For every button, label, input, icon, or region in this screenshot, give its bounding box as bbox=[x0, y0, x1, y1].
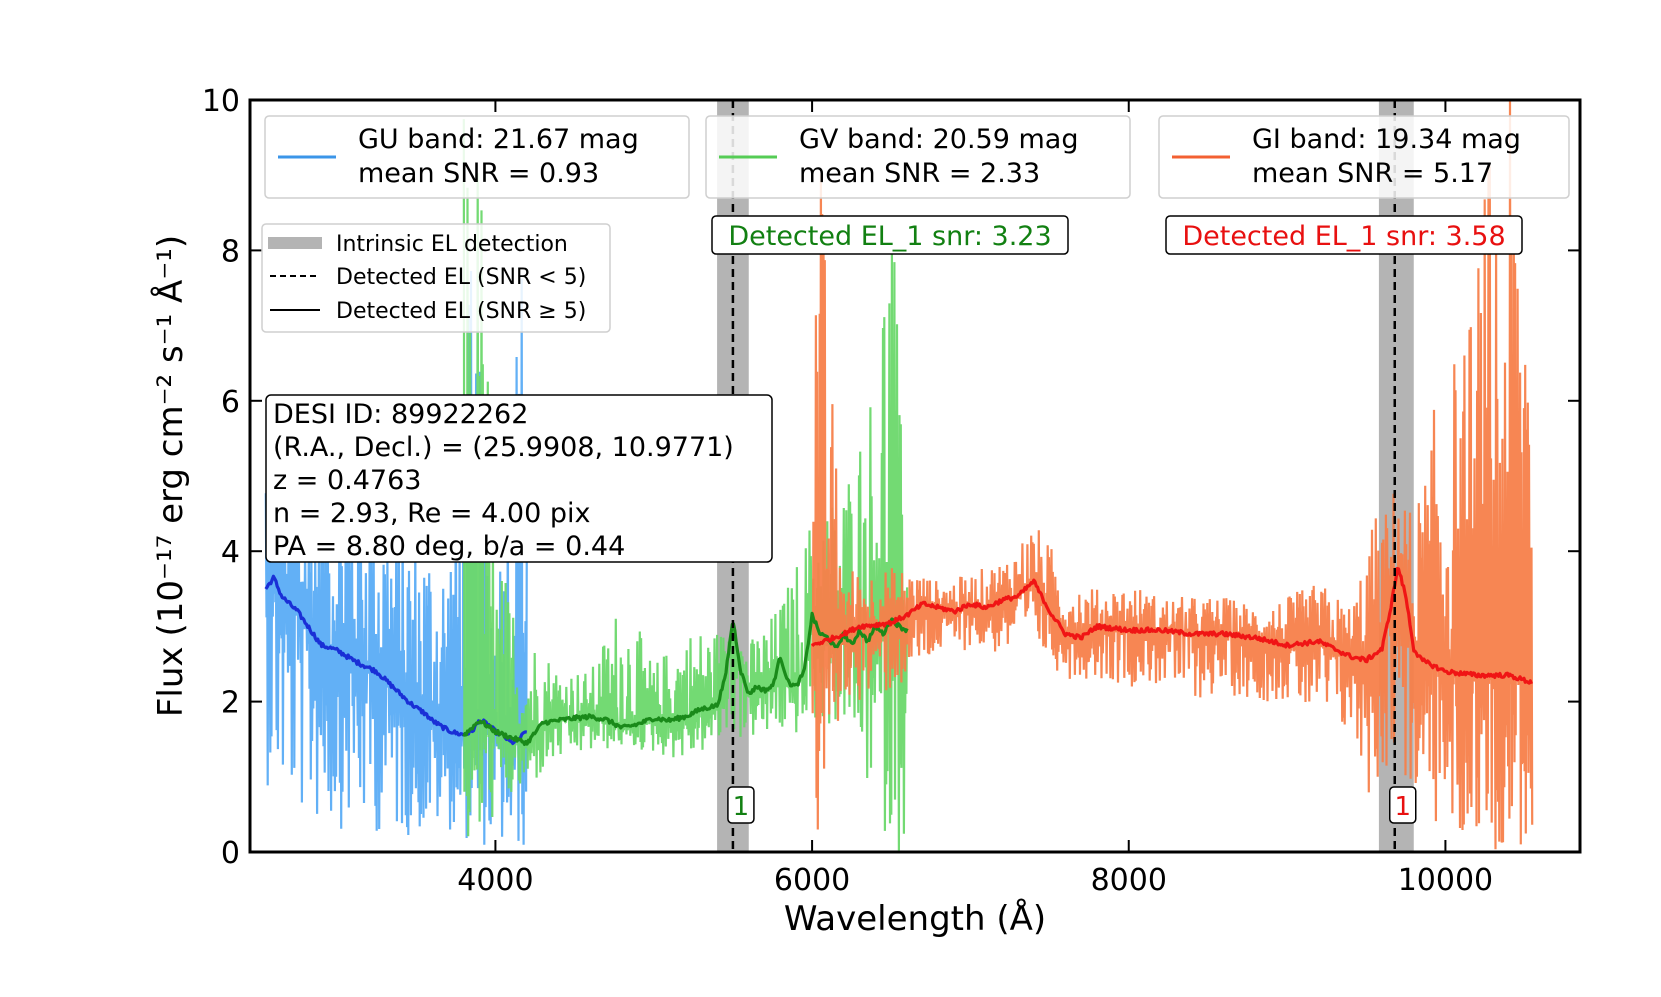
gv-legend: GV band: 20.59 mag mean SNR = 2.33 bbox=[705, 115, 1131, 199]
info-desi-id: DESI ID: 89922262 bbox=[273, 399, 528, 430]
raw-spectrum-gi bbox=[811, 100, 1534, 850]
info-sersic: n = 2.93, Re = 4.00 pix bbox=[273, 498, 590, 529]
x-axis-label: Wavelength (Å) bbox=[784, 898, 1046, 939]
y-tick-label: 10 bbox=[202, 84, 240, 119]
gu-legend: GU band: 21.67 mag mean SNR = 0.93 bbox=[264, 115, 690, 199]
el-legend-dashed-label: Detected EL (SNR < 5) bbox=[336, 265, 586, 290]
gv-detection-label: Detected EL_1 snr: 3.23 bbox=[711, 215, 1069, 255]
y-axis-label: Flux (10⁻¹⁷ erg cm⁻² s⁻¹ Å⁻¹) bbox=[150, 235, 191, 717]
gi-detection-label: Detected EL_1 snr: 3.58 bbox=[1165, 215, 1523, 255]
x-tick-label: 8000 bbox=[1091, 863, 1167, 898]
info-shape: PA = 8.80 deg, b/a = 0.44 bbox=[273, 531, 625, 562]
gi-legend-band: GI band: 19.34 mag bbox=[1252, 124, 1521, 155]
y-tick-label: 2 bbox=[221, 686, 240, 721]
y-tick-label: 6 bbox=[221, 385, 240, 420]
info-coordinates: (R.A., Decl.) = (25.9908, 10.9771) bbox=[273, 432, 734, 463]
smoothed-spectrum-gi bbox=[810, 567, 1533, 685]
smoothed-spectra bbox=[264, 567, 1533, 746]
detection-marker-box-gv bbox=[727, 786, 755, 824]
x-tick-label: 4000 bbox=[457, 863, 533, 898]
detected-el-lines bbox=[731, 100, 1396, 852]
y-tick-label: 0 bbox=[221, 836, 240, 871]
x-tick-label: 10000 bbox=[1398, 863, 1493, 898]
x-tick-label: 6000 bbox=[774, 863, 850, 898]
detection-marker-box-gi bbox=[1389, 786, 1417, 824]
gu-legend-band: GU band: 21.67 mag bbox=[358, 124, 639, 155]
detection-marker-gi: 1 bbox=[1394, 792, 1411, 822]
info-redshift: z = 0.4763 bbox=[273, 465, 421, 496]
gv-detection-text: Detected EL_1 snr: 3.23 bbox=[728, 221, 1051, 252]
gi-legend: GI band: 19.34 mag mean SNR = 5.17 bbox=[1158, 115, 1570, 199]
y-axis-label-quantity: Flux bbox=[151, 646, 191, 717]
smoothed-spectrum-gv bbox=[462, 611, 909, 746]
y-tick-label: 8 bbox=[221, 234, 240, 269]
axis-ticks: 4000 6000 8000 10000 0 2 4 6 8 10 bbox=[202, 84, 1580, 898]
el-band-gi bbox=[1378, 100, 1414, 852]
gi-legend-snr: mean SNR = 5.17 bbox=[1252, 158, 1493, 189]
plot-frame bbox=[248, 98, 1582, 854]
detection-marker-gv: 1 bbox=[733, 792, 750, 822]
el-legend: Intrinsic EL detection Detected EL (SNR … bbox=[261, 223, 611, 333]
gu-legend-snr: mean SNR = 0.93 bbox=[358, 158, 599, 189]
gv-legend-snr: mean SNR = 2.33 bbox=[799, 158, 1040, 189]
object-info-box: DESI ID: 89922262 (R.A., Decl.) = (25.99… bbox=[265, 394, 773, 563]
el-legend-solid-label: Detected EL (SNR ≥ 5) bbox=[336, 299, 586, 324]
gv-legend-band: GV band: 20.59 mag bbox=[799, 124, 1078, 155]
y-axis-label-units: (10⁻¹⁷ erg cm⁻² s⁻¹ Å⁻¹) bbox=[150, 235, 191, 637]
gi-detection-text: Detected EL_1 snr: 3.58 bbox=[1182, 221, 1505, 252]
el-legend-band-label: Intrinsic EL detection bbox=[336, 232, 568, 257]
y-tick-label: 4 bbox=[221, 535, 240, 570]
